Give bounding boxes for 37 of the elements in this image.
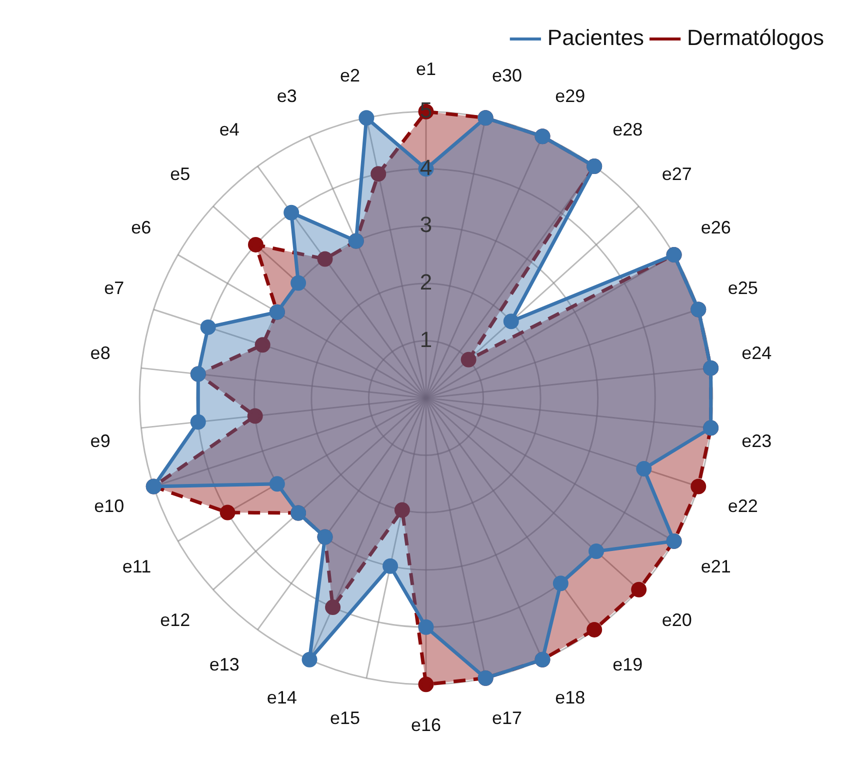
y-tick-label: 2	[420, 270, 432, 295]
spoke-label: e14	[266, 688, 297, 708]
y-tick-label: 4	[420, 154, 432, 180]
spoke-label: e13	[209, 654, 240, 675]
spoke-label: e10	[94, 496, 124, 516]
spoke-label: e11	[122, 556, 152, 576]
spoke-label: e7	[104, 278, 124, 298]
spoke-label: e3	[276, 86, 297, 106]
legend-label: Dermatólogos	[687, 25, 824, 50]
spoke-label: e28	[612, 119, 643, 140]
spoke-label: e25	[728, 278, 758, 298]
spoke-label: e17	[492, 708, 522, 728]
spoke-label: e8	[90, 342, 110, 363]
spoke-label: e29	[555, 86, 586, 106]
spoke-label: e2	[340, 66, 360, 86]
spoke-label: e24	[742, 342, 772, 363]
spoke-label: e15	[330, 708, 360, 728]
spoke-label: e5	[170, 164, 190, 184]
y-tick-label: 1	[420, 326, 432, 352]
spoke-label: e19	[612, 654, 643, 675]
spoke-label: e26	[700, 217, 731, 238]
spoke-label: e12	[160, 610, 190, 630]
spoke-label: e30	[492, 66, 522, 86]
legend-label: Pacientes	[547, 25, 644, 50]
spoke-label: e6	[131, 217, 152, 238]
spoke-label: e21	[700, 556, 731, 576]
spoke-label: e18	[555, 688, 586, 708]
spoke-label: e20	[662, 610, 692, 630]
spoke-label: e27	[662, 164, 692, 184]
spoke-label: e22	[728, 496, 758, 516]
spoke-label: e23	[742, 430, 772, 451]
spoke-label: e4	[219, 119, 240, 140]
spoke-label: e1	[416, 58, 436, 79]
y-tick-label: 5	[420, 98, 432, 123]
spoke-label: e16	[410, 715, 442, 736]
y-tick-label: 3	[420, 212, 432, 238]
spoke-label: e9	[90, 430, 110, 451]
